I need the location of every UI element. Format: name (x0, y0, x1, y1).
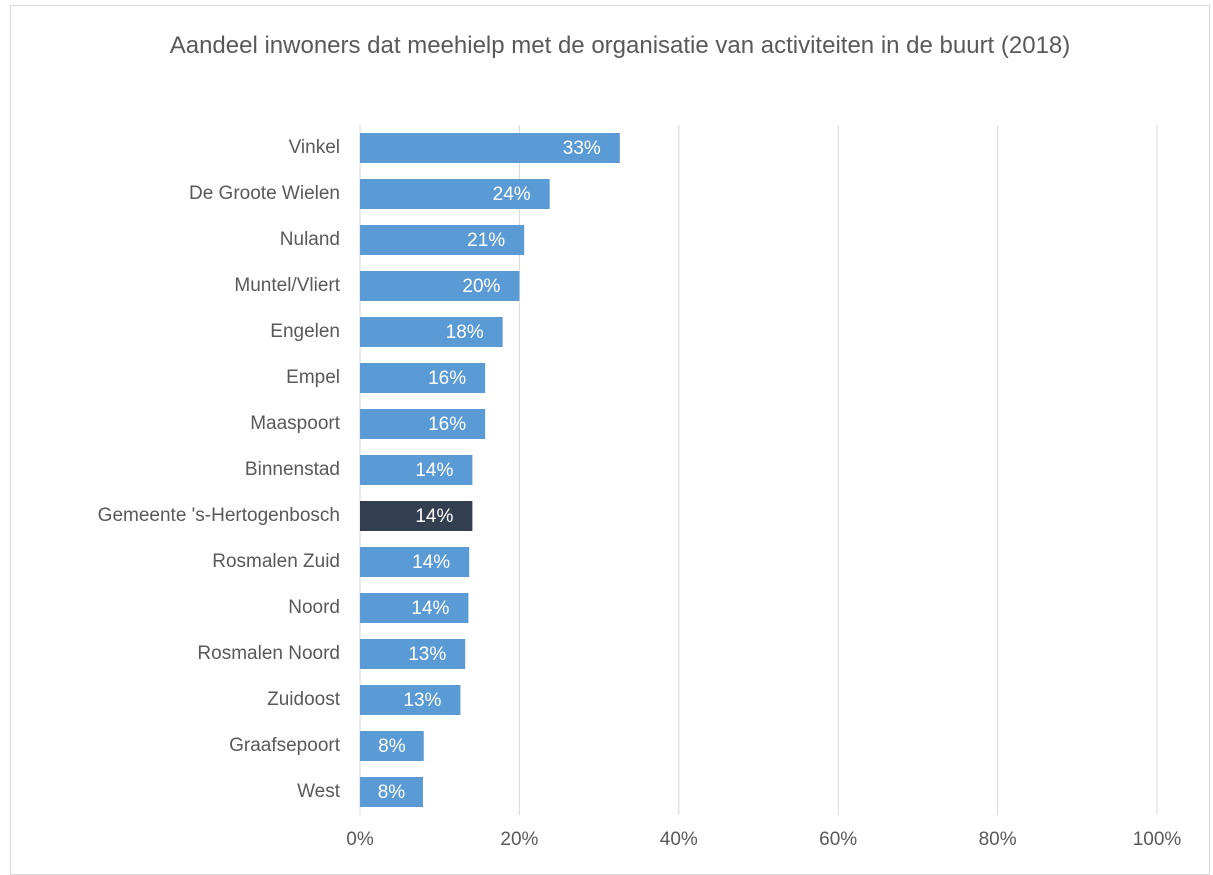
data-label: 14% (415, 506, 453, 527)
x-tick-label: 20% (500, 829, 538, 850)
bar (360, 455, 473, 485)
bar (360, 777, 423, 807)
y-tick-label: Maaspoort (250, 413, 340, 434)
y-tick-label: Binnenstad (245, 459, 340, 480)
data-label: 24% (493, 184, 531, 205)
x-tick-label: 80% (979, 829, 1017, 850)
bar (360, 731, 424, 761)
y-tick-label: Graafsepoort (229, 735, 341, 756)
y-tick-label: Engelen (270, 321, 340, 342)
bar (360, 685, 461, 715)
data-label: 18% (446, 322, 484, 343)
bar (360, 179, 550, 209)
x-tick-label: 100% (1133, 829, 1182, 850)
data-label: 14% (412, 552, 450, 573)
y-tick-label: Noord (288, 597, 340, 618)
bar (360, 363, 486, 393)
bar (360, 547, 470, 577)
bar (360, 501, 473, 531)
bar (360, 225, 525, 255)
bar (360, 593, 469, 623)
data-label: 16% (428, 368, 466, 389)
y-tick-label: Rosmalen Noord (197, 643, 340, 664)
y-tick-label: Zuidoost (267, 689, 341, 710)
y-tick-label: Empel (286, 367, 340, 388)
y-tick-label: Nuland (280, 229, 340, 250)
x-tick-label: 40% (660, 829, 698, 850)
y-tick-label: Muntel/Vliert (234, 275, 340, 296)
data-label: 13% (403, 690, 441, 711)
y-tick-label: Rosmalen Zuid (212, 551, 340, 572)
bar (360, 409, 486, 439)
data-label: 21% (467, 230, 505, 251)
bar (360, 133, 620, 163)
bar (360, 639, 466, 669)
data-label: 16% (428, 414, 466, 435)
data-label: 8% (378, 736, 406, 757)
data-label: 8% (378, 782, 406, 803)
bar (360, 271, 520, 301)
y-tick-label: Vinkel (289, 137, 340, 158)
data-label: 14% (415, 460, 453, 481)
bar (360, 317, 503, 347)
data-label: 20% (462, 276, 500, 297)
y-tick-label: Gemeente 's-Hertogenbosch (98, 505, 340, 526)
data-label: 33% (563, 138, 601, 159)
x-tick-label: 0% (346, 829, 374, 850)
chart-title: Aandeel inwoners dat meehielp met de org… (169, 32, 1071, 59)
data-label: 14% (411, 598, 449, 619)
x-tick-label: 60% (819, 829, 857, 850)
y-tick-label: De Groote Wielen (189, 183, 340, 204)
y-tick-label: West (297, 781, 341, 802)
data-label: 13% (408, 644, 446, 665)
